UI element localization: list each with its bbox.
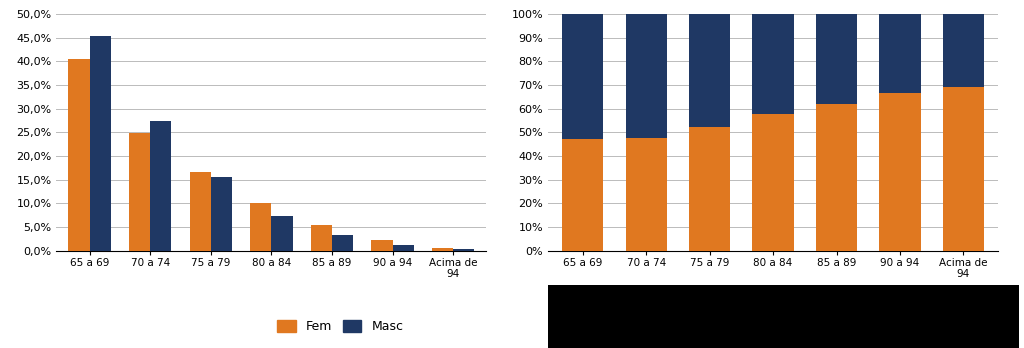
Bar — [816, 104, 857, 251]
Bar — [689, 14, 730, 127]
Bar — [392, 245, 414, 251]
Bar — [880, 14, 921, 93]
Legend: Fem, Masc: Fem, Masc — [272, 315, 409, 338]
Bar — [626, 14, 667, 138]
Bar — [943, 87, 984, 251]
Bar — [626, 138, 667, 251]
Bar — [753, 114, 794, 251]
Bar — [453, 249, 474, 251]
Bar — [816, 14, 857, 104]
Bar — [432, 248, 453, 251]
Bar — [271, 216, 293, 251]
Bar — [69, 59, 90, 251]
Bar — [129, 133, 151, 251]
Bar — [880, 93, 921, 251]
Bar — [943, 14, 984, 87]
Bar — [332, 235, 353, 251]
Bar — [562, 14, 603, 139]
Bar — [211, 177, 232, 251]
Bar — [689, 127, 730, 251]
Bar — [753, 14, 794, 114]
Bar — [90, 36, 111, 251]
Bar — [151, 121, 171, 251]
Bar — [310, 226, 332, 251]
Bar — [189, 172, 211, 251]
Bar — [562, 139, 603, 251]
Bar — [372, 240, 392, 251]
Bar — [250, 203, 271, 251]
